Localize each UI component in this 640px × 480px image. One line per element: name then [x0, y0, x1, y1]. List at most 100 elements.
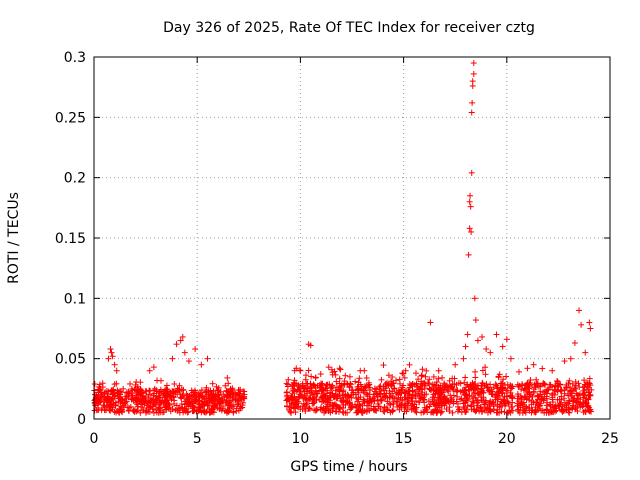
- data-point: [347, 406, 354, 413]
- y-tick-label: 0.05: [55, 352, 86, 368]
- data-point: [514, 381, 521, 388]
- data-point: [460, 387, 467, 394]
- data-point: [233, 391, 240, 398]
- data-point: [181, 349, 188, 356]
- data-point: [319, 386, 326, 393]
- data-point: [412, 397, 419, 404]
- data-point: [348, 403, 355, 410]
- data-point: [305, 396, 312, 403]
- data-point: [358, 409, 365, 416]
- data-point: [101, 398, 108, 405]
- data-point: [375, 400, 382, 407]
- data-point: [172, 389, 179, 396]
- data-point: [295, 404, 302, 411]
- data-point: [553, 407, 560, 414]
- data-point: [210, 409, 217, 416]
- data-point: [468, 393, 475, 400]
- data-point: [232, 396, 239, 403]
- y-tick-label: 0.3: [64, 50, 86, 66]
- data-point: [293, 388, 300, 395]
- data-point: [468, 169, 475, 176]
- data-point: [558, 393, 565, 400]
- data-point: [539, 365, 546, 372]
- data-point: [204, 355, 211, 362]
- data-point: [441, 394, 448, 401]
- data-point: [397, 380, 404, 387]
- data-point: [395, 387, 402, 394]
- data-point: [287, 404, 294, 411]
- data-point: [356, 401, 363, 408]
- data-point: [468, 228, 475, 235]
- data-point: [388, 378, 395, 385]
- data-point: [494, 396, 501, 403]
- data-point: [153, 409, 160, 416]
- data-point: [397, 394, 404, 401]
- data-point: [122, 400, 129, 407]
- data-point: [563, 404, 570, 411]
- data-point: [147, 398, 154, 405]
- data-point: [525, 385, 532, 392]
- data-point: [454, 400, 461, 407]
- data-point: [111, 361, 118, 368]
- data-point: [506, 408, 513, 415]
- data-point: [389, 374, 396, 381]
- data-point: [472, 386, 479, 393]
- data-point: [429, 381, 436, 388]
- data-point: [389, 388, 396, 395]
- data-point: [393, 377, 400, 384]
- data-point: [286, 402, 293, 409]
- data-point: [342, 372, 349, 379]
- data-point: [328, 385, 335, 392]
- data-point: [295, 383, 302, 390]
- data-point: [133, 408, 140, 415]
- data-point: [522, 409, 529, 416]
- data-point: [186, 392, 193, 399]
- data-point: [497, 386, 504, 393]
- data-point: [538, 396, 545, 403]
- x-tick-label: 15: [395, 431, 413, 447]
- data-point: [113, 409, 120, 416]
- data-point: [214, 405, 221, 412]
- data-point: [472, 394, 479, 401]
- data-point: [480, 389, 487, 396]
- data-point: [468, 403, 475, 410]
- data-point: [339, 399, 346, 406]
- data-point: [569, 396, 576, 403]
- data-point: [572, 378, 579, 385]
- data-point: [371, 396, 378, 403]
- data-point: [584, 379, 591, 386]
- data-point: [543, 387, 550, 394]
- data-point: [363, 407, 370, 414]
- data-point: [547, 401, 554, 408]
- data-point: [330, 402, 337, 409]
- data-point: [468, 109, 475, 116]
- data-point: [93, 406, 100, 413]
- data-point: [582, 349, 589, 356]
- data-point: [149, 403, 156, 410]
- data-point: [311, 398, 318, 405]
- data-point: [325, 364, 332, 371]
- data-point: [403, 408, 410, 415]
- data-point: [332, 371, 339, 378]
- data-point: [377, 383, 384, 390]
- data-point: [131, 386, 138, 393]
- data-point: [192, 346, 199, 353]
- data-point: [355, 408, 362, 415]
- data-point: [547, 384, 554, 391]
- data-point: [299, 382, 306, 389]
- data-point: [400, 370, 407, 377]
- y-tick-label: 0.15: [55, 231, 86, 247]
- x-tick-label: 25: [601, 431, 619, 447]
- data-point: [380, 362, 387, 369]
- data-point: [557, 381, 564, 388]
- data-point: [302, 384, 309, 391]
- chart-title: Day 326 of 2025, Rate Of TEC Index for r…: [163, 20, 535, 36]
- data-point: [418, 372, 425, 379]
- data-point: [100, 402, 107, 409]
- data-point: [419, 389, 426, 396]
- data-point: [499, 390, 506, 397]
- data-point: [110, 386, 117, 393]
- data-point: [127, 403, 134, 410]
- data-point: [422, 373, 429, 380]
- data-point: [496, 388, 503, 395]
